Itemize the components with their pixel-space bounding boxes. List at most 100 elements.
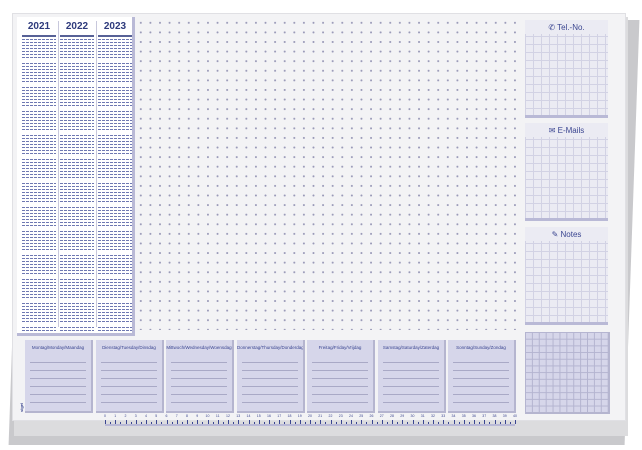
ruler-tick — [315, 422, 317, 424]
ruler-tick — [304, 422, 306, 424]
notes-panel: ✎ Notes — [525, 227, 608, 325]
year-2023: 2023 — [103, 21, 127, 32]
ruler-tick — [243, 422, 245, 424]
writing-line — [312, 402, 368, 404]
ruler-number: 10 — [205, 414, 210, 418]
weekday-label: Sonntag/Sunday/Zondag — [456, 345, 506, 350]
writing-line — [242, 394, 298, 396]
ruler-tick — [381, 420, 383, 424]
ruler-tick — [187, 420, 188, 424]
ruler-tick — [140, 422, 142, 424]
writing-line — [312, 370, 368, 372]
ruler-tick — [176, 420, 178, 424]
ruler-tick — [494, 420, 496, 424]
ruler-tick — [412, 420, 414, 424]
ruler-number: 22 — [328, 414, 333, 418]
ruler-number: 8 — [186, 414, 188, 418]
months-2021 — [22, 35, 56, 331]
ruler-tick — [474, 420, 475, 424]
weekday-box: Freitag/Friday/Vrijdag — [307, 340, 375, 413]
ruler-number: 19 — [297, 414, 302, 418]
ruler-tick — [192, 422, 194, 424]
writing-line — [312, 362, 368, 364]
ruler-tick — [310, 420, 311, 424]
ruler-number: 12 — [226, 414, 230, 418]
divider — [96, 21, 97, 327]
ruler-tick — [468, 422, 470, 424]
ruler-tick — [392, 420, 393, 424]
weekday-box: Dienstag/Tuesday/Dinsdag — [96, 340, 164, 413]
ruler-tick — [294, 422, 296, 424]
writing-line — [30, 402, 86, 404]
ruler-tick — [171, 422, 173, 424]
envelope-icon: ✉ — [548, 126, 556, 135]
ruler-tick — [110, 422, 112, 424]
ruler-tick — [320, 420, 322, 424]
months-2023 — [98, 35, 132, 331]
writing-line — [171, 370, 227, 372]
phone-icon: ✆ — [548, 23, 556, 32]
ruler-tick — [427, 422, 429, 424]
year-2021: 2021 — [27, 21, 51, 32]
phone-panel: ✆ Tel.-No. — [525, 20, 608, 118]
writing-line — [383, 362, 439, 364]
writing-line — [453, 370, 509, 372]
ruler-tick — [202, 422, 204, 424]
ruler-tick — [115, 420, 117, 424]
writing-line — [242, 362, 298, 364]
writing-line — [30, 362, 86, 364]
ruler-number: 20 — [308, 414, 312, 418]
writing-line — [101, 402, 157, 404]
ruler-number: 7 — [175, 414, 178, 418]
weekday-label: Freitag/Friday/Vrijdag — [318, 345, 362, 350]
ruler-number: 25 — [359, 414, 364, 418]
ruler-tick — [146, 420, 147, 424]
ruler-number: 3 — [134, 414, 137, 418]
ruler-tick — [463, 420, 465, 424]
ruler-tick — [371, 420, 373, 424]
ruler-number: 23 — [338, 414, 343, 418]
ruler-tick — [289, 420, 291, 424]
ruler: 0 1 2 3 4 5 6 7 8 9 10 11 12 13 14 15 16 17 18 19 20 21 22 23 24… — [104, 414, 517, 426]
ruler-tick — [515, 420, 516, 424]
weekday-box: Mittwoch/Wednesday/Woensdag — [166, 340, 234, 413]
email-panel: ✉ E-Mails — [525, 123, 608, 221]
ruler-tick — [125, 420, 127, 424]
weekday-box: Samstag/Saturday/Zaterdag — [378, 340, 446, 413]
ruler-number: 38 — [492, 414, 497, 418]
ruler-tick — [484, 420, 486, 424]
ruler-tick — [263, 422, 265, 424]
ruler-tick — [356, 422, 358, 424]
ruler-tick — [433, 420, 434, 424]
ruler-tick — [345, 422, 347, 424]
ruler-number: 35 — [461, 414, 466, 418]
ruler-tick — [376, 422, 378, 424]
ruler-tick — [228, 420, 229, 424]
ruler-tick — [217, 420, 219, 424]
weekday-box: Donnerstag/Thursday/Donderdag — [237, 340, 305, 413]
ruler-number: 4 — [145, 414, 147, 418]
year-2022: 2022 — [65, 21, 89, 32]
pencil-icon: ✎ — [551, 230, 559, 239]
ruler-tick — [212, 422, 214, 424]
writing-line — [101, 362, 157, 364]
ruler-number: 31 — [420, 414, 425, 418]
ruler-tick — [417, 422, 419, 424]
ruler-tick — [238, 420, 240, 424]
writing-line — [30, 394, 86, 396]
ruler-tick — [422, 420, 424, 424]
ruler-tick — [279, 420, 281, 424]
weekday-label: Montag/Monday/Maandag — [31, 345, 85, 350]
writing-line — [30, 370, 86, 372]
months-2022 — [60, 35, 94, 331]
ruler-number: 26 — [369, 414, 374, 418]
ruler-tick — [274, 422, 276, 424]
ruler-tick — [509, 422, 511, 424]
writing-line — [171, 362, 227, 364]
ruler-tick — [248, 420, 250, 424]
ruler-tick — [330, 420, 332, 424]
writing-line — [171, 386, 227, 388]
ruler-number: 2 — [124, 414, 127, 418]
writing-line — [242, 402, 298, 404]
ruler-number: 5 — [155, 414, 158, 418]
